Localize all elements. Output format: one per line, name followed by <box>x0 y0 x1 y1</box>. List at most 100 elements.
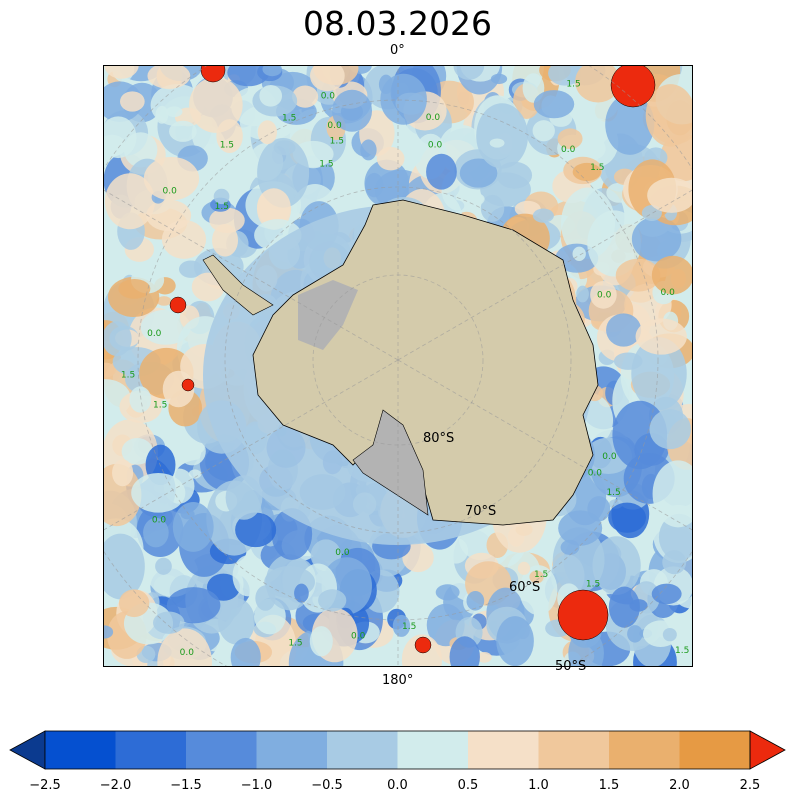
contour-label: 1.5 <box>534 570 548 580</box>
anomaly-patch <box>169 120 197 142</box>
anomaly-patch <box>230 637 261 667</box>
contour-label: 0.0 <box>588 469 603 479</box>
anomaly-patch <box>129 386 152 413</box>
meridian-line <box>397 189 693 361</box>
colorbar-bin <box>45 731 116 769</box>
contour-label: 0.0 <box>661 288 676 298</box>
colorbar-tick-label: −2.5 <box>29 778 61 793</box>
anomaly-patch <box>496 161 533 189</box>
anomaly-patch <box>426 603 465 647</box>
anomaly-patch <box>155 557 172 575</box>
anomaly-patch <box>453 65 485 80</box>
anomaly-patch <box>605 93 655 155</box>
anomaly-patch <box>652 460 693 528</box>
anomaly-patch <box>292 85 319 108</box>
anomaly-patch <box>206 573 240 601</box>
anomaly-patch <box>548 65 582 86</box>
anomaly-patch <box>165 106 183 118</box>
anomaly-patch <box>310 65 345 92</box>
contour-label: 0.0 <box>327 121 342 131</box>
contour-label: 1.5 <box>675 646 689 656</box>
anomaly-patch <box>470 193 485 205</box>
anomaly-patch <box>426 153 457 190</box>
anomaly-patch <box>651 583 682 605</box>
meridian-line <box>397 359 693 531</box>
anomaly-patch <box>166 587 221 624</box>
contour-label: 1.5 <box>220 140 234 150</box>
colorbar-tick-label: −0.5 <box>311 778 343 793</box>
contour-label: 1.5 <box>606 488 620 498</box>
colorbar-bin <box>115 731 187 769</box>
anomaly-patch <box>647 177 693 213</box>
colorbar-bin <box>256 731 328 769</box>
contour-label: 0.0 <box>428 140 443 150</box>
anomaly-patch <box>294 583 309 603</box>
colorbar <box>9 730 786 770</box>
colorbar-tick-label: −2.0 <box>99 778 132 793</box>
anomaly-patch <box>402 542 434 573</box>
colorbar-tick-label: −1.0 <box>240 778 273 793</box>
anomaly-patch <box>575 65 621 103</box>
anomaly-patch <box>189 77 243 133</box>
anomaly-patch <box>147 65 191 89</box>
anomaly-patch <box>143 156 200 201</box>
anomaly-patch <box>157 628 212 667</box>
colorbar-over-arrow <box>749 730 786 770</box>
colorbar-bin <box>327 731 398 769</box>
lat-label-70: 70°S <box>465 504 497 519</box>
anomaly-patch <box>649 409 691 450</box>
page-title: 08.03.2026 <box>303 4 492 43</box>
colorbar-under-arrow <box>9 730 46 770</box>
lat-label-80: 80°S <box>423 431 455 446</box>
anomaly-patch <box>631 337 687 411</box>
anomaly-patch <box>103 116 137 159</box>
anomaly-patch <box>613 352 643 370</box>
contour-label: 0.0 <box>152 515 167 525</box>
anomaly-patch <box>332 89 373 132</box>
contour-label: 0.0 <box>426 113 441 123</box>
extreme-warm-patch <box>414 636 432 654</box>
contour-label: 1.5 <box>590 163 604 173</box>
anomaly-patch <box>259 84 283 107</box>
anomaly-patch <box>435 584 460 601</box>
contour-label: 1.5 <box>121 371 135 381</box>
anomaly-patch <box>606 313 642 347</box>
anomaly-patch <box>103 533 145 600</box>
anomaly-patch <box>519 565 558 616</box>
contour-label: 1.5 <box>215 202 229 212</box>
anomaly-patch <box>587 210 641 277</box>
anomaly-patch <box>235 512 277 548</box>
contour-label: 1.5 <box>566 80 580 90</box>
contour-label: 0.0 <box>180 648 195 658</box>
anomaly-patch <box>104 173 155 230</box>
anomaly-patch <box>318 589 347 612</box>
contour-label: 1.5 <box>319 159 333 169</box>
contour-label: 0.0 <box>335 548 350 558</box>
anomaly-patch <box>529 570 544 584</box>
anomaly-patch <box>631 216 682 262</box>
anomaly-patch <box>480 194 505 222</box>
anomaly-patch <box>120 91 145 112</box>
anomaly-patch <box>146 199 192 232</box>
anomaly-patch <box>476 103 529 169</box>
colorbar-bin <box>397 731 469 769</box>
contour-label: 0.0 <box>321 91 336 101</box>
contour-label: 0.0 <box>597 291 612 301</box>
colorbar-bin <box>538 731 610 769</box>
ronne-ice-shelf <box>298 280 358 350</box>
anomaly-patch <box>257 188 291 226</box>
anomaly-patch <box>608 586 640 628</box>
anomaly-patch <box>188 469 202 479</box>
anomaly-patch <box>449 636 480 667</box>
antarctica-landmass <box>252 199 599 526</box>
anomaly-patch <box>257 120 278 145</box>
contour-label: 0.0 <box>602 452 617 462</box>
anomaly-patch <box>121 438 153 465</box>
anomaly-patch <box>232 555 264 597</box>
anomaly-patch <box>572 162 602 182</box>
anomaly-patch <box>517 561 531 575</box>
colorbar-tick-label: −1.5 <box>170 778 202 793</box>
anomaly-patch <box>533 90 575 119</box>
anomaly-patch <box>572 246 586 262</box>
